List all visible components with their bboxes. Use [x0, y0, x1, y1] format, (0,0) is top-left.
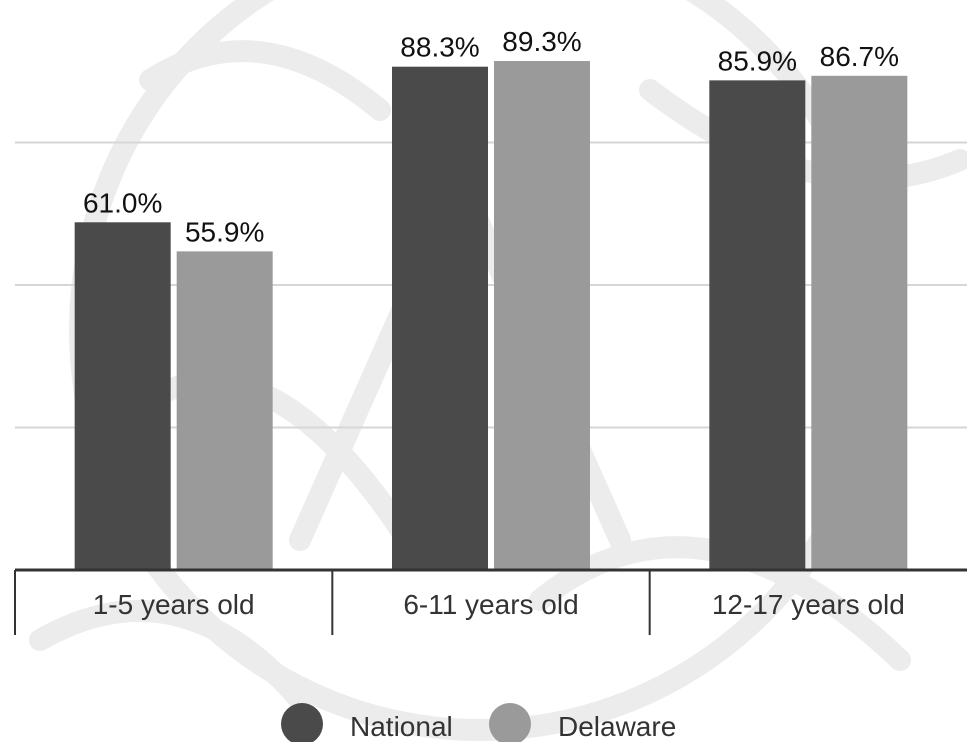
data-label-national-1: 88.3%: [400, 32, 479, 63]
legend-swatch-national: [281, 703, 323, 742]
data-label-national-0: 61.0%: [83, 187, 162, 218]
x-tick-label-2: 12-17 years old: [712, 589, 905, 620]
bar-delaware-0: [176, 251, 273, 570]
bar-national-2: [709, 80, 806, 571]
bar-national-0: [74, 222, 171, 571]
legend-label-delaware: Delaware: [558, 711, 676, 742]
legend-label-national: National: [350, 711, 453, 742]
data-label-delaware-0: 55.9%: [185, 216, 264, 247]
legend: National Delaware: [281, 703, 676, 742]
bar-delaware-2: [811, 75, 908, 570]
data-label-delaware-2: 86.7%: [820, 41, 899, 72]
data-label-delaware-1: 89.3%: [502, 26, 581, 57]
data-label-national-2: 85.9%: [718, 45, 797, 76]
bar-national-1: [392, 66, 488, 570]
x-tick-label-0: 1-5 years old: [93, 589, 255, 620]
legend-swatch-delaware: [489, 703, 531, 742]
x-tick-labels: 1-5 years old 6-11 years old 12-17 years o…: [93, 589, 905, 620]
bars-group: [74, 60, 908, 571]
x-axis: [14, 568, 967, 635]
x-tick-label-1: 6-11 years old: [403, 589, 578, 620]
gridlines: [15, 141, 967, 429]
data-labels-group: 61.0% 55.9% 88.3% 89.3% 85.9% 86.7%: [83, 26, 899, 247]
bar-delaware-1: [494, 60, 590, 571]
